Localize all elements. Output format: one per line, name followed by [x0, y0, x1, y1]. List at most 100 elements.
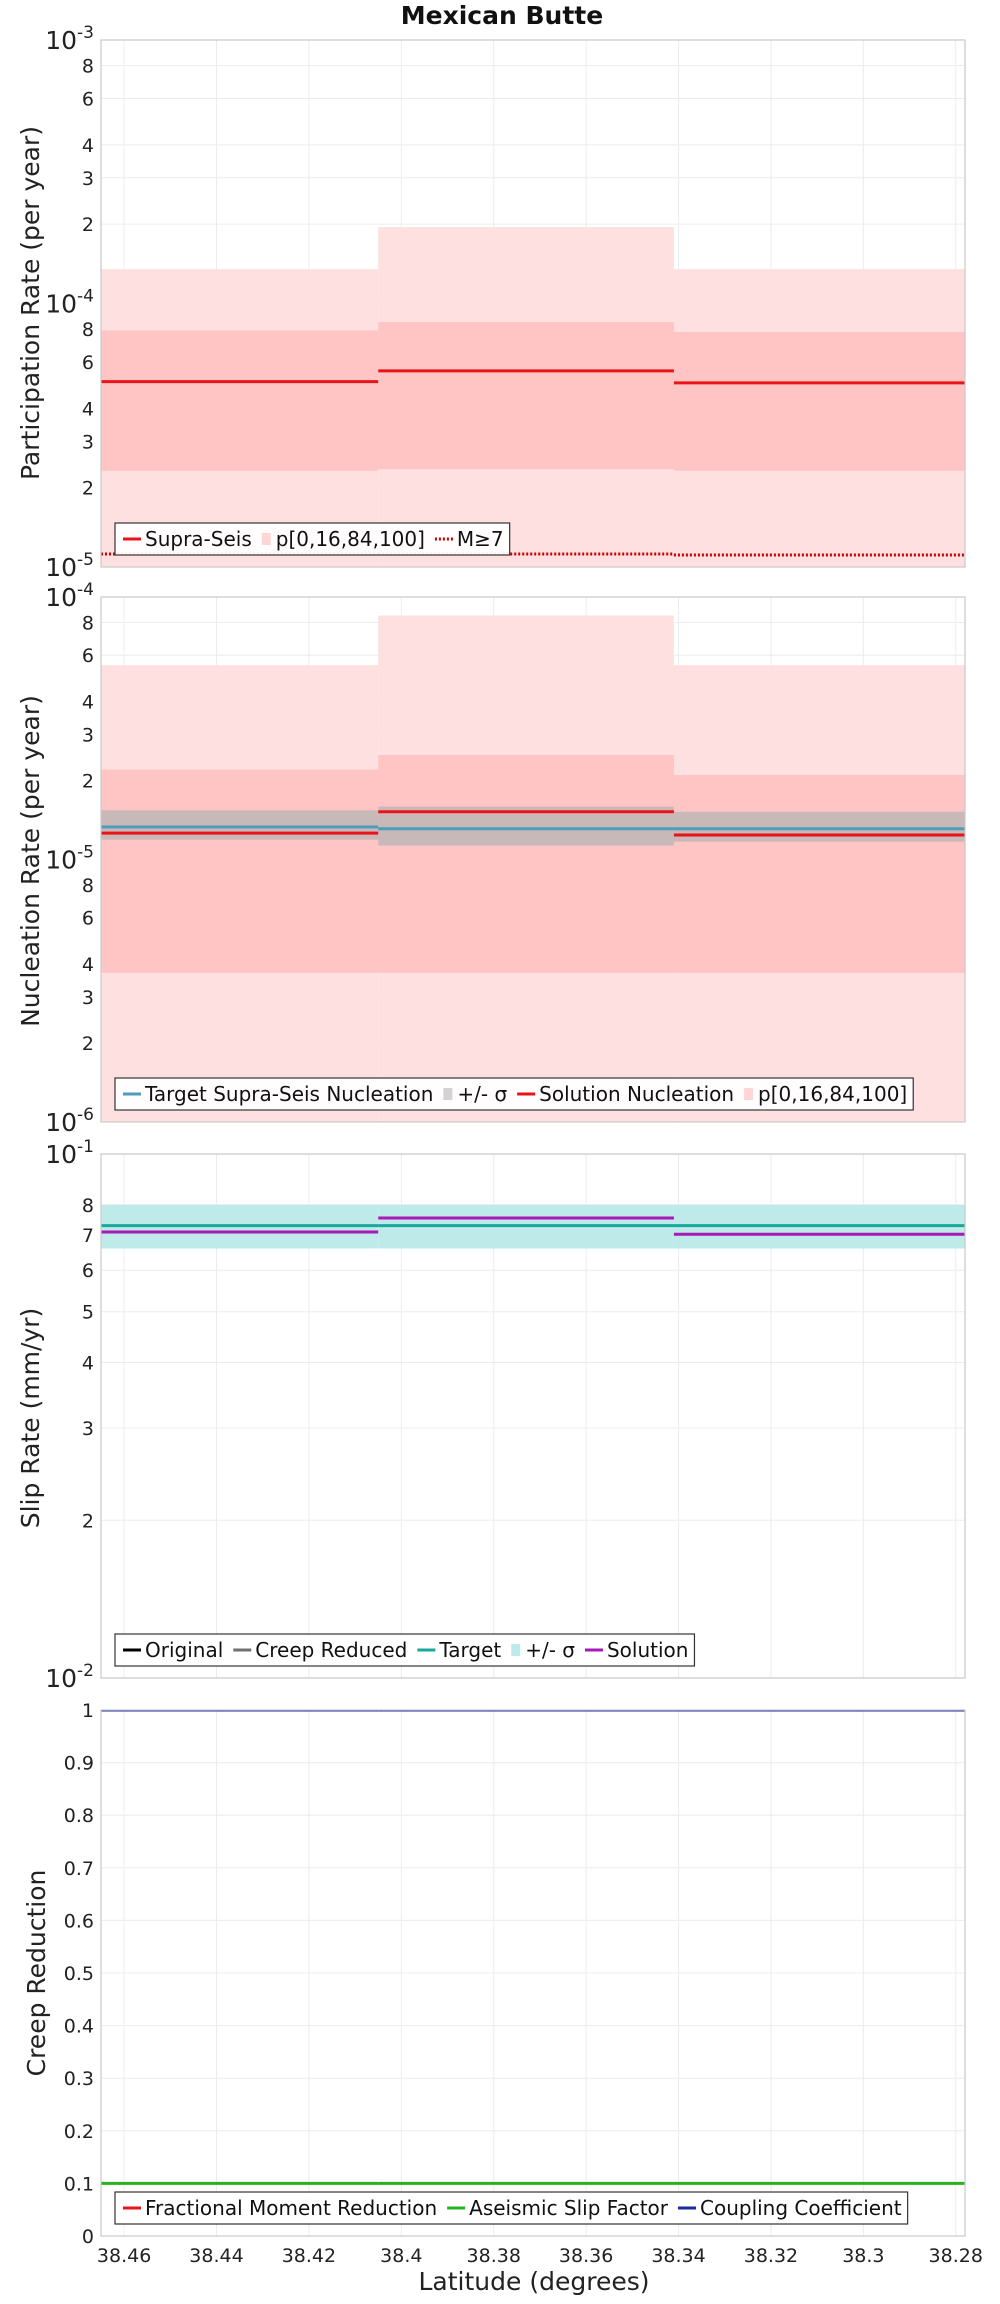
y-tick-label: 10-4 — [45, 580, 94, 612]
band-p1684-segment — [673, 331, 965, 471]
y-tick-base: 10 — [45, 583, 77, 612]
legend-label: Creep Reduced — [255, 1638, 407, 1662]
band--segment — [101, 810, 379, 840]
legend-label: Target Supra-Seis Nucleation — [144, 1082, 433, 1106]
x-tick-label: 38.28 — [929, 2245, 983, 2267]
y-tick-label: 2 — [82, 1510, 94, 1532]
y-tick-label: 10-6 — [45, 1105, 94, 1137]
legend-label: p[0,16,84,100] — [758, 1082, 907, 1106]
axes-frame — [100, 1153, 966, 1679]
legend-entry: Creep Reduced — [233, 1638, 407, 1662]
y-tick-label: 2 — [82, 1033, 94, 1055]
y-tick-exponent: -5 — [77, 550, 94, 570]
y-tick-exponent: -4 — [77, 580, 94, 600]
y-tick-exponent: -4 — [77, 287, 94, 307]
y-tick-label: 10-4 — [45, 287, 94, 319]
y-tick-label: 8 — [82, 319, 94, 341]
legend: Fractional Moment Reduction Aseismic Slip… — [114, 2191, 909, 2225]
y-tick-label: 0.4 — [64, 2016, 94, 2038]
x-tick-label: 38.3 — [842, 2245, 884, 2267]
legend-entry: Aseismic Slip Factor — [447, 2196, 669, 2220]
y-tick-base: 10 — [45, 846, 77, 875]
y-tick-label: 10-3 — [45, 23, 94, 55]
legend-entry: +/- σ — [511, 1638, 575, 1662]
y-tick-label: 6 — [82, 88, 94, 110]
axes-frame — [100, 39, 966, 568]
y-tick-label: 2 — [82, 478, 94, 500]
legend-frame — [114, 2191, 909, 2225]
legend-swatch — [443, 1088, 453, 1100]
y-tick-exponent: -2 — [77, 1661, 94, 1681]
y-tick-label: 2 — [82, 214, 94, 236]
legend-entry: Original — [123, 1638, 223, 1662]
legend-entry: Fractional Moment Reduction — [123, 2196, 437, 2220]
y-tick-exponent: -3 — [77, 23, 94, 43]
y-tick-label: 8 — [82, 56, 94, 78]
x-axis-label: Latitude (degrees) — [419, 2267, 650, 2296]
y-tick-label: 0 — [82, 2226, 94, 2248]
legend-entry: p[0,16,84,100] — [744, 1082, 907, 1106]
legend-entry: M≥7 — [434, 527, 504, 551]
y-tick-label: 8 — [82, 1195, 94, 1217]
legend-entry: +/- σ — [443, 1082, 507, 1106]
legend-label: Fractional Moment Reduction — [145, 2196, 437, 2220]
band-p1684-segment — [378, 322, 674, 470]
legend-entry: Target Supra-Seis Nucleation — [123, 1082, 433, 1106]
legend-swatch — [511, 1644, 521, 1656]
y-tick-base: 10 — [45, 290, 77, 319]
legend-label: M≥7 — [457, 527, 504, 551]
legend: Target Supra-Seis Nucleation +/- σ Solutio… — [114, 1077, 914, 1111]
x-tick-label: 38.46 — [97, 2245, 151, 2267]
band-p1684-segment — [673, 774, 965, 973]
legend-label: p[0,16,84,100] — [276, 527, 425, 551]
y-tick-label: 0.9 — [64, 1753, 94, 1775]
legend-label: Solution Nucleation — [539, 1082, 734, 1106]
y-tick-label: 4 — [82, 691, 94, 713]
y-axis-label: Participation Rate (per year) — [16, 126, 45, 480]
y-tick-label: 10-5 — [45, 843, 94, 875]
legend-entry: Solution Nucleation — [517, 1082, 734, 1106]
y-tick-label: 0.5 — [64, 1963, 94, 1985]
legend-label: Aseismic Slip Factor — [469, 2196, 669, 2220]
x-tick-label: 38.34 — [651, 2245, 705, 2267]
y-tick-label: 6 — [82, 1260, 94, 1282]
y-tick-base: 10 — [45, 1108, 77, 1137]
y-axis-label: Slip Rate (mm/yr) — [16, 1308, 45, 1529]
y-axis-label: Nucleation Rate (per year) — [16, 695, 45, 1027]
band-p1684-segment — [378, 755, 674, 973]
legend: Original Creep Reduced Target +/- σ Solution — [114, 1633, 696, 1667]
y-tick-label: 3 — [82, 168, 94, 190]
legend-label: +/- σ — [525, 1638, 575, 1662]
axes-frame — [100, 596, 966, 1123]
y-tick-base: 10 — [45, 553, 77, 582]
y-tick-label: 4 — [82, 1353, 94, 1375]
y-tick-label: 10-2 — [45, 1661, 94, 1693]
legend-entry: Solution — [584, 1638, 688, 1662]
y-tick-label: 4 — [82, 135, 94, 157]
chart-title: Mexican Butte — [401, 1, 603, 30]
legend-entry: Coupling Coefficient — [678, 2196, 902, 2220]
x-tick-label: 38.42 — [282, 2245, 336, 2267]
plot-area — [101, 227, 965, 567]
y-tick-label: 5 — [82, 1302, 94, 1324]
y-tick-label: 0.7 — [64, 1858, 94, 1880]
x-tick-label: 38.36 — [559, 2245, 613, 2267]
x-tick-label: 38.44 — [189, 2245, 243, 2267]
y-tick-label: 6 — [82, 908, 94, 930]
legend-entry: Supra-Seis — [123, 527, 252, 551]
legend-swatch — [744, 1088, 754, 1100]
legend-label: +/- σ — [457, 1082, 507, 1106]
legend-label: Supra-Seis — [145, 527, 252, 551]
y-tick-exponent: -5 — [77, 843, 94, 863]
axes-frame — [100, 1709, 966, 2237]
y-tick-label: 8 — [82, 875, 94, 897]
legend-label: Coupling Coefficient — [700, 2196, 902, 2220]
y-tick-label: 3 — [82, 987, 94, 1009]
y-tick-label: 4 — [82, 398, 94, 420]
plot-area — [101, 1204, 965, 1249]
